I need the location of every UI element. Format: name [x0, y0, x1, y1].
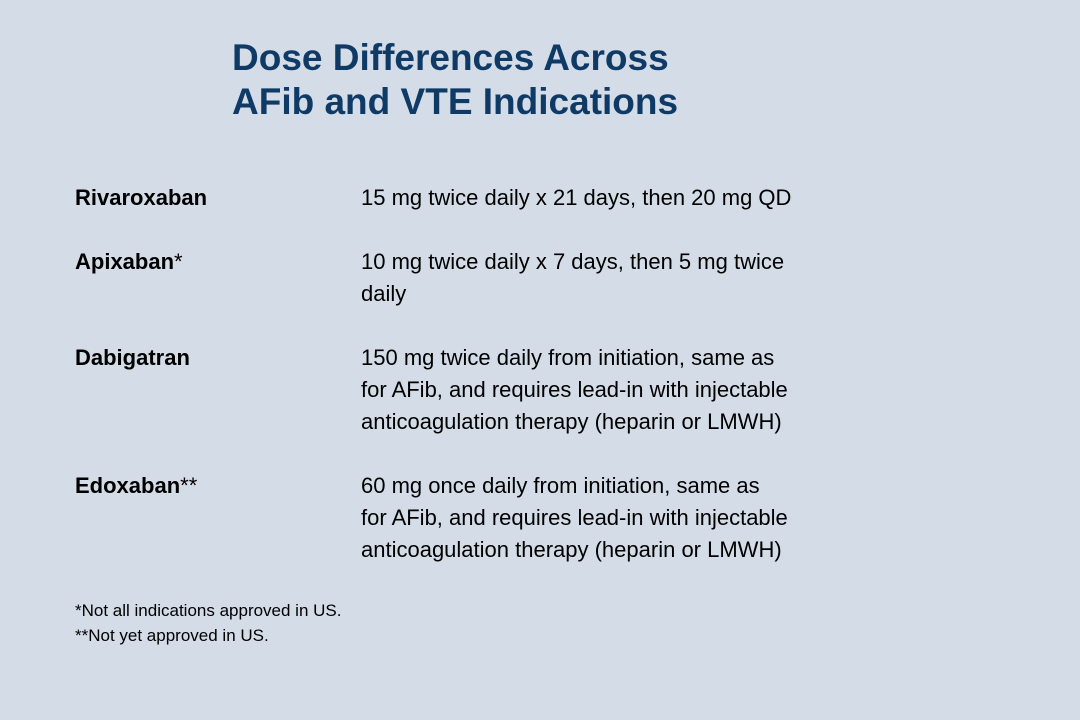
dose-line: 60 mg once daily from initiation, same a…: [361, 473, 760, 498]
footnote: *Not all indications approved in US.: [75, 601, 342, 620]
dose-description: 15 mg twice daily x 21 days, then 20 mg …: [361, 182, 1001, 214]
slide-title-line-1: Dose Differences Across: [232, 37, 669, 78]
drug-name-text: Dabigatran: [75, 345, 190, 370]
dose-line: anticoagulation therapy (heparin or LMWH…: [361, 409, 782, 434]
dose-line: for AFib, and requires lead-in with inje…: [361, 377, 788, 402]
dose-description: 10 mg twice daily x 7 days, then 5 mg tw…: [361, 246, 1001, 310]
drug-name-text: Rivaroxaban: [75, 185, 208, 210]
dose-line: anticoagulation therapy (heparin or LMWH…: [361, 537, 782, 562]
dose-line: 15 mg twice daily x 21 days, then 20 mg …: [361, 185, 792, 210]
slide-title-line-2: AFib and VTE Indications: [232, 81, 679, 122]
drug-name: Edoxaban**: [75, 470, 197, 502]
footnote: **Not yet approved in US.: [75, 626, 269, 645]
dose-line: 150 mg twice daily from initiation, same…: [361, 345, 775, 370]
dose-line: daily: [361, 281, 407, 306]
drug-footnote-mark: *: [174, 249, 183, 274]
slide-title: Dose Differences Across AFib and VTE Ind…: [232, 36, 872, 124]
drug-name-text: Edoxaban: [75, 473, 181, 498]
dose-description: 150 mg twice daily from initiation, same…: [361, 342, 1001, 438]
drug-footnote-mark: **: [180, 473, 198, 498]
drug-name: Rivaroxaban: [75, 182, 207, 214]
dose-line: 10 mg twice daily x 7 days, then 5 mg tw…: [361, 249, 785, 274]
dose-description: 60 mg once daily from initiation, same a…: [361, 470, 1001, 566]
drug-name: Apixaban*: [75, 246, 183, 278]
footnotes: *Not all indications approved in US. **N…: [75, 598, 341, 648]
drug-name-text: Apixaban: [75, 249, 175, 274]
dose-line: for AFib, and requires lead-in with inje…: [361, 505, 788, 530]
drug-name: Dabigatran: [75, 342, 190, 374]
